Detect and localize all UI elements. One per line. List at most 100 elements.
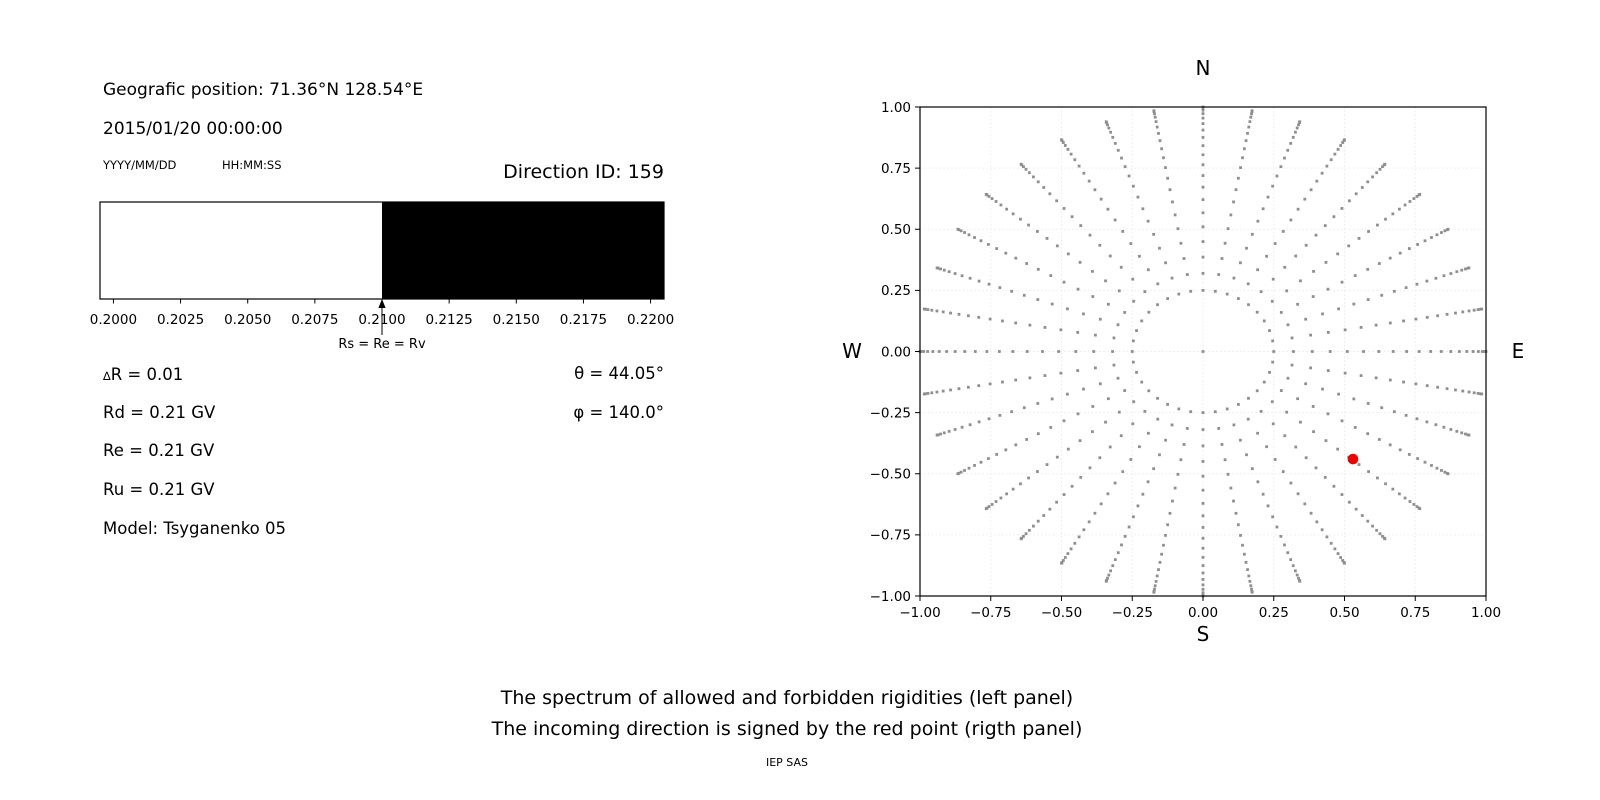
ray-dot bbox=[1275, 174, 1279, 178]
ray-dot bbox=[1177, 407, 1181, 411]
ray-dot bbox=[1304, 456, 1308, 460]
ray-dot bbox=[1460, 431, 1464, 435]
ray-dot bbox=[1141, 207, 1145, 211]
ray-dot bbox=[1367, 230, 1370, 233]
ray-dot bbox=[1066, 147, 1070, 151]
ray-dot bbox=[1357, 237, 1361, 240]
y-tick-label: −0.75 bbox=[870, 528, 911, 544]
ray-dot bbox=[1135, 329, 1138, 332]
ray-dot bbox=[1336, 147, 1340, 151]
ray-dot bbox=[1415, 417, 1419, 421]
ray-dot bbox=[949, 388, 952, 392]
ray-dot bbox=[1388, 443, 1392, 447]
ray-dot bbox=[963, 231, 966, 234]
ray-dot bbox=[1201, 153, 1205, 157]
ray-dot bbox=[930, 391, 934, 395]
ray-dot bbox=[1036, 402, 1040, 405]
ray-dot bbox=[1162, 156, 1165, 160]
ray-dot bbox=[1297, 576, 1300, 580]
ray-dot bbox=[1140, 380, 1144, 384]
ray-dot bbox=[1340, 207, 1344, 210]
ray-dot bbox=[1271, 360, 1275, 364]
ray-dot bbox=[1078, 260, 1082, 264]
ray-dot bbox=[1275, 525, 1279, 529]
ray-dot bbox=[1332, 215, 1336, 219]
ray-dot bbox=[1304, 317, 1308, 321]
ray-dot bbox=[1154, 579, 1158, 583]
ray-dot bbox=[1120, 543, 1123, 547]
ray-dot bbox=[1106, 492, 1110, 496]
ray-dot bbox=[1250, 109, 1254, 113]
ray-dot bbox=[939, 267, 942, 271]
ray-dot bbox=[1347, 199, 1351, 203]
ray-dot bbox=[947, 270, 951, 274]
ray-dot bbox=[1289, 481, 1293, 485]
compass-east-label: E bbox=[1512, 339, 1525, 363]
ray-dot bbox=[1070, 215, 1074, 219]
ray-dot bbox=[1283, 156, 1286, 160]
ray-dot bbox=[1119, 434, 1123, 438]
ray-dot bbox=[1049, 426, 1053, 429]
ray-dot bbox=[1082, 528, 1086, 532]
ray-dot bbox=[1164, 438, 1168, 442]
ray-dot bbox=[1225, 407, 1229, 411]
ray-dot bbox=[1132, 400, 1136, 404]
ray-dot bbox=[949, 311, 952, 315]
ray-dot bbox=[979, 460, 983, 464]
ray-dot bbox=[968, 423, 972, 427]
caption-line-1: The spectrum of allowed and forbidden ri… bbox=[500, 687, 1074, 709]
ray-dot bbox=[1234, 188, 1238, 192]
ray-dot bbox=[1061, 141, 1065, 144]
ray-dot bbox=[1093, 366, 1097, 370]
ray-dot bbox=[1374, 323, 1378, 327]
ray-dot bbox=[1366, 402, 1370, 405]
x-tick-label: 0.00 bbox=[1188, 605, 1218, 621]
ray-dot bbox=[1391, 487, 1395, 491]
ray-dot bbox=[1113, 141, 1117, 145]
ray-dot bbox=[973, 350, 977, 353]
ray-dot bbox=[987, 505, 991, 509]
ray-dot bbox=[1156, 303, 1159, 307]
ray-dot bbox=[1259, 409, 1263, 413]
ray-dot bbox=[1106, 123, 1109, 127]
ray-dot bbox=[1423, 239, 1427, 243]
ray-dot bbox=[1062, 419, 1066, 423]
ray-dot bbox=[1005, 207, 1009, 211]
ray-dot bbox=[1279, 311, 1283, 314]
ray-dot bbox=[1242, 552, 1246, 556]
ray-dot bbox=[1229, 213, 1233, 217]
ray-dot bbox=[1189, 410, 1193, 414]
ray-dot bbox=[1079, 475, 1083, 479]
ray-dot bbox=[1223, 241, 1227, 245]
ray-dot bbox=[1062, 493, 1066, 496]
ray-dot bbox=[1093, 188, 1097, 192]
ray-dot bbox=[953, 428, 957, 431]
ray-dot bbox=[1299, 420, 1302, 424]
ray-dot bbox=[1076, 412, 1080, 416]
ray-dot bbox=[1164, 166, 1167, 169]
ray-dot bbox=[1107, 126, 1111, 130]
ray-dot bbox=[1189, 289, 1193, 293]
ray-dot bbox=[1129, 242, 1133, 245]
ray-dot bbox=[1065, 307, 1069, 311]
ray-dot bbox=[1153, 115, 1157, 119]
ray-dot bbox=[1232, 276, 1236, 280]
ray-dot bbox=[1107, 573, 1111, 577]
ray-dot bbox=[988, 382, 992, 386]
ray-dot bbox=[1352, 302, 1356, 306]
ray-dot bbox=[1343, 371, 1347, 375]
ray-dot bbox=[1295, 573, 1299, 577]
ray-dot bbox=[998, 413, 1002, 417]
ray-dot bbox=[1416, 457, 1420, 460]
ray-dot bbox=[1104, 279, 1107, 283]
ray-dot bbox=[967, 466, 971, 470]
ray-dot bbox=[1185, 273, 1189, 276]
ray-dot bbox=[999, 203, 1003, 207]
ray-dot bbox=[1001, 319, 1004, 323]
ray-dot bbox=[1024, 167, 1028, 171]
param-phi: φ = 140.0° bbox=[573, 403, 664, 422]
ray-dot bbox=[1152, 590, 1156, 594]
ray-dot bbox=[1154, 120, 1158, 124]
ray-dot bbox=[1366, 432, 1370, 436]
